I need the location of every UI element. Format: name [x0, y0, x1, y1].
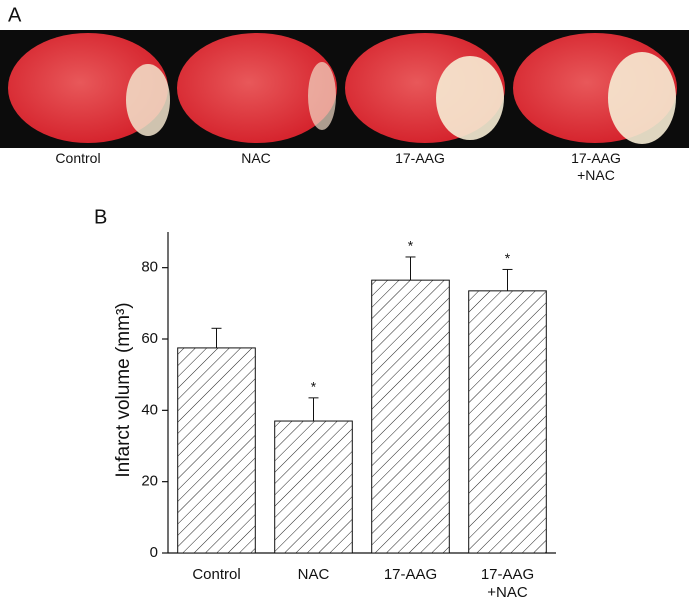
- bar: [468, 290, 547, 554]
- y-tick-label: 20: [141, 473, 158, 490]
- y-tick-label: 40: [141, 401, 158, 418]
- photo-caption: Control: [55, 150, 101, 166]
- bar: [177, 347, 256, 554]
- panel-label: A: [8, 4, 22, 26]
- x-tick-label: NAC: [297, 566, 330, 583]
- y-tick-label: 60: [141, 330, 158, 347]
- y-axis-label: Infarct volume (mm³): [113, 302, 134, 477]
- y-tick-label: 0: [150, 544, 158, 561]
- x-tick-label: Control: [192, 566, 241, 583]
- x-tick-label: 17-AAG +NAC: [480, 566, 535, 601]
- photo-caption: 17-AAG: [395, 150, 445, 166]
- significance-marker: *: [408, 238, 414, 254]
- bar: [371, 279, 450, 554]
- panel-label: B: [94, 206, 107, 228]
- y-tick-label: 80: [141, 259, 158, 276]
- significance-marker: *: [311, 379, 317, 395]
- photo-caption: NAC: [241, 150, 271, 166]
- x-tick-label: 17-AAG: [383, 566, 438, 583]
- significance-marker: *: [505, 250, 511, 266]
- photo-caption: 17-AAG +NAC: [571, 150, 621, 183]
- bar: [274, 420, 353, 554]
- brain-slices: [8, 33, 677, 144]
